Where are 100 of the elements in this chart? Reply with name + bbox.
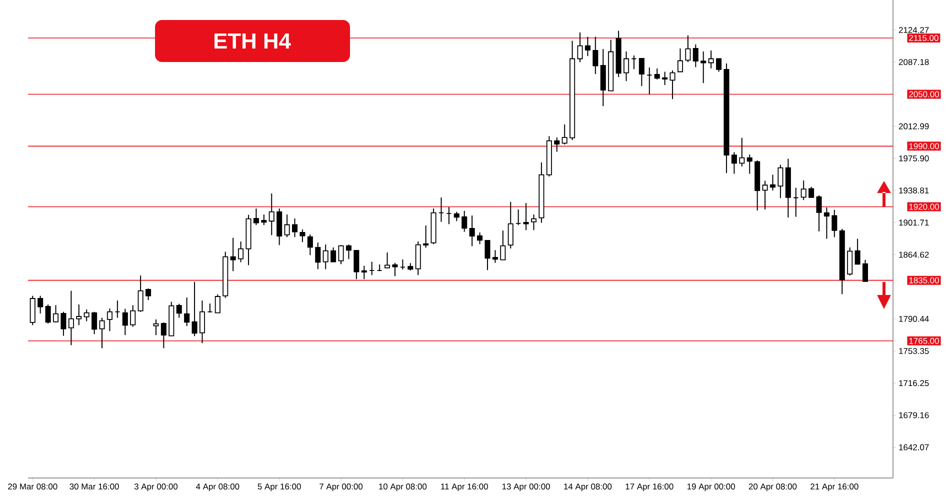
y-tick-label: 1716.25 [899,380,929,386]
candlestick [500,230,506,260]
candlestick [862,259,868,282]
candlestick [824,206,830,240]
y-tick-label: 1790.44 [899,316,929,322]
candlestick [106,308,112,332]
y-tick-label: 2012.99 [898,123,929,130]
candlestick [68,290,74,346]
candlestick [307,234,313,256]
candlestick [654,68,660,80]
candlestick [746,154,752,174]
candlestick [523,202,529,231]
candlestick [300,228,306,243]
candlestick [484,240,490,271]
candlestick [462,210,468,232]
candlestick [52,304,59,323]
y-tick-label: 1864.62 [899,252,929,258]
candlestick [832,209,838,238]
candlestick [176,303,182,318]
candlestick [800,180,806,201]
candlestick [230,237,236,272]
candlestick [739,137,745,167]
candlestick [778,164,784,199]
candlestick [477,232,483,245]
candlestick [584,36,590,57]
candlestick [438,197,444,222]
ref-line-label: 1765.00 [909,338,939,344]
candlestick [793,187,799,218]
candlestick [38,295,44,314]
candlestick [354,250,360,280]
candlestick [84,308,90,322]
x-tick-label: 5 Apr 16:00 [258,484,301,492]
y-tick-label: 1901.71 [899,220,929,226]
candlestick [214,294,220,314]
x-tick-label: 10 Apr 08:00 [379,484,427,492]
y-tick-label: 1679.16 [899,412,929,418]
candlestick [554,136,560,152]
y-tick-label: 1938.81 [899,187,929,194]
candlestick [700,50,706,84]
candlestick [99,317,105,349]
candlestick [130,304,136,328]
x-tick-label: 17 Apr 16:00 [626,484,674,492]
candlestick [292,218,298,238]
candlestick [284,214,290,238]
candlestick [138,274,144,312]
candlestick [708,50,714,69]
candlestick [392,262,398,277]
x-tick-label: 29 Mar 08:00 [8,484,58,490]
x-tick-label: 13 Apr 00:00 [502,484,550,492]
candlestick [624,50,630,82]
x-tick-label: 19 Apr 00:00 [687,484,735,492]
candlestick [192,281,198,337]
candlestick [361,265,367,280]
candlestick [716,58,722,72]
candlestick [446,206,452,225]
candlestick [268,192,274,236]
candlestick [677,48,683,72]
candlestick [685,34,691,63]
candlestick [762,180,768,210]
candlestick [577,32,583,63]
ref-line-label: 1920.00 [909,204,939,210]
candlestick [60,311,66,336]
candlestick [454,211,460,222]
candlestick [160,322,166,349]
candlestick [662,71,668,86]
candlestick [631,54,637,70]
x-tick-label: 20 Apr 08:00 [748,484,797,492]
candlestick [146,288,152,301]
candlestick [92,311,98,335]
candlestick [114,300,120,318]
candlestick [346,244,352,260]
candlestick [469,215,475,247]
text: ETH H4 [214,33,291,49]
candlestick [808,186,814,198]
x-tick-label: 4 Apr 08:00 [196,484,240,492]
candlestick [184,296,190,327]
candlestick [322,244,328,270]
candlestick [770,174,776,191]
y-tick-label: 1642.07 [899,444,929,450]
candlestick [261,214,267,226]
x-tick-label: 21 Apr 16:00 [810,484,858,492]
y-tick-label: 2087.18 [898,59,929,66]
candlestick [816,194,822,232]
candlestick [45,304,51,324]
candlestick [415,240,421,276]
candlestick [338,244,344,265]
ref-line-label: 2115.00 [909,35,938,41]
candlestick [731,152,737,174]
ref-line-label: 2050.00 [909,91,939,98]
x-tick-label: 7 Apr 00:00 [320,484,363,492]
y-tick-label: 2124.27 [898,27,929,33]
candlestick [492,250,498,264]
candlestick [638,58,644,87]
x-tick-label: 14 Apr 08:00 [564,484,612,492]
candlestick [30,295,36,326]
candlestick [369,261,375,276]
candlestick [530,214,537,231]
candlestick [238,240,244,263]
candlestick [153,318,159,336]
candlestick [122,308,128,336]
